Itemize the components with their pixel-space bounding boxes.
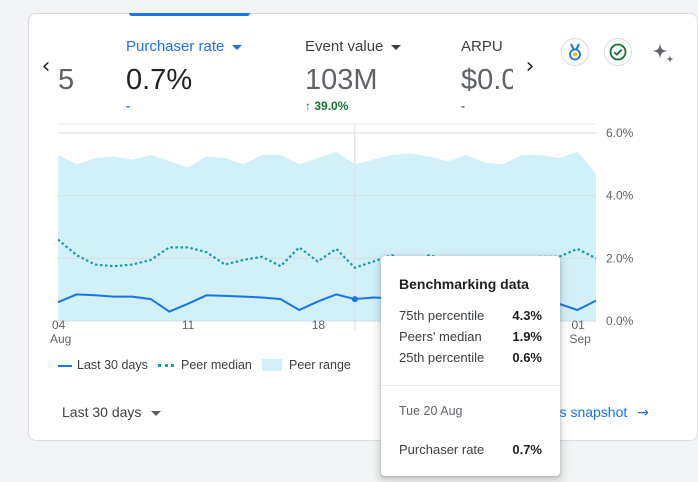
x-tick-label: 11 [182,318,195,332]
benchmark-tooltip: Benchmarking data 75th percentile 4.3% P… [381,256,560,476]
metric-label: Purchaser rate [126,38,276,56]
tooltip-row-label: 25th percentile [399,350,485,365]
tooltip-row-value: 0.7% [512,442,542,457]
arrow-right-icon: → [637,405,649,421]
chevron-left-icon[interactable]: ‹ [41,54,51,79]
x-tick-month: Sep [569,332,591,346]
metric-value: 5 [58,64,75,96]
metric-delta: - [126,99,130,113]
metric-arpu[interactable]: ARPU $0.0 - [461,38,513,114]
legend-label: Last 30 days [77,358,148,372]
benchmark-medal-icon[interactable] [561,38,589,66]
date-range-label: Last 30 days [62,404,142,420]
metric-label: Event value [305,38,445,56]
tooltip-row-label: Purchaser rate [399,442,485,457]
legend-last-30-days[interactable]: Last 30 days [58,358,148,372]
metric-label-text: Purchaser rate [126,38,225,55]
date-range-select[interactable]: Last 30 days [62,404,162,420]
metric-purchaser-rate[interactable]: Purchaser rate 0.7% - [126,38,276,114]
metric-value: 103M [305,64,378,96]
legend-peer-range[interactable]: Peer range [262,358,351,372]
metric-label: ARPU [461,38,503,55]
tooltip-row-value: 4.3% [512,308,542,323]
arrow-up-icon: ↑ [305,99,311,113]
metric-label-text: Event value [305,38,384,55]
sparkle-glyph [652,43,674,63]
tooltip-date: Tue 20 Aug [399,404,463,418]
tooltip-row-median: Peers' median 1.9% [399,328,542,346]
tooltip-row-75th: 75th percentile 4.3% [399,307,542,325]
y-tick-label: 4.0% [606,189,634,203]
legend-label: Peer range [289,358,351,372]
legend-swatch-solid [58,365,72,367]
tooltip-row-label: 75th percentile [399,308,485,323]
tooltip-metric-row: Purchaser rate 0.7% [399,441,542,459]
legend-swatch-dotted [158,364,174,367]
metric-value: $0.0 [461,64,513,96]
active-metric-indicator [129,13,250,16]
metric-delta: ↑ 39.0% [305,98,445,114]
tooltip-divider [381,385,560,386]
legend-peer-median[interactable]: Peer median [158,358,252,372]
x-tick-label: 18 [312,318,326,332]
caret-down-icon[interactable] [391,44,402,50]
y-tick-label: 6.0% [606,126,634,140]
caret-down-icon[interactable] [232,44,243,50]
caret-down-icon [151,410,162,416]
legend-label: Peer median [181,358,252,372]
tooltip-row-value: 0.6% [512,350,542,365]
tooltip-row-25th: 25th percentile 0.6% [399,349,542,367]
check-glyph [609,43,627,61]
chevron-right-icon[interactable]: › [525,54,535,79]
metric-partial[interactable]: 5 [58,38,76,97]
metric-delta: - [461,99,465,113]
x-tick-label: 04 [52,318,66,332]
y-tick-label: 2.0% [606,251,634,265]
hover-point [351,296,358,303]
legend-swatch-band [262,359,282,371]
metric-event-value[interactable]: Event value 103M ↑ 39.0% [305,38,445,114]
tooltip-row-label: Peers' median [399,329,482,344]
check-circle-icon[interactable] [604,38,632,66]
metric-delta-text: 39.0% [314,99,349,113]
x-tick-month: Aug [50,332,71,346]
tooltip-row-value: 1.9% [512,329,542,344]
x-tick-label: 01 [571,318,585,332]
tooltip-title: Benchmarking data [399,276,529,292]
y-tick-label: 0.0% [606,314,634,328]
metric-value: 0.7% [126,64,193,96]
sparkle-icon[interactable] [650,40,676,66]
medal-glyph [569,43,581,61]
